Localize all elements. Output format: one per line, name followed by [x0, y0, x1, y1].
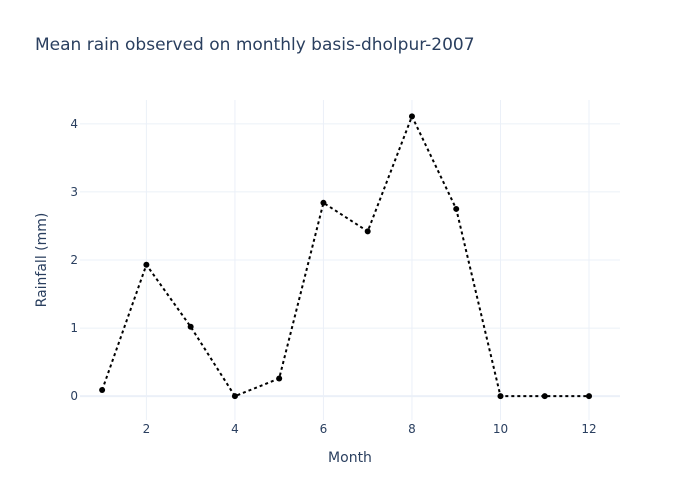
data-point [453, 205, 460, 212]
gridlines [80, 100, 620, 420]
series-line-group [101, 113, 590, 398]
x-tick-label: 8 [408, 422, 416, 436]
x-axis-ticks: 2 4 6 8 10 12 [143, 422, 597, 436]
y-tick-label: 1 [70, 321, 78, 335]
data-point [276, 375, 283, 382]
data-point [408, 113, 415, 120]
data-point [364, 228, 371, 235]
x-tick-label: 2 [143, 422, 151, 436]
y-tick-label: 4 [70, 117, 78, 131]
x-tick-label: 6 [320, 422, 328, 436]
data-point [231, 393, 238, 400]
data-point [143, 261, 150, 268]
data-point [320, 199, 327, 206]
x-axis-title: Month [328, 450, 372, 466]
data-points [99, 113, 593, 400]
chart-title: Mean rain observed on monthly basis-dhol… [35, 35, 475, 55]
y-tick-label: 2 [70, 253, 78, 267]
data-point [586, 393, 593, 400]
x-tick-label: 10 [493, 422, 508, 436]
y-axis-title: Rainfall (mm) [34, 213, 50, 308]
data-point [187, 323, 194, 330]
y-tick-label: 0 [70, 389, 78, 403]
data-point [541, 393, 548, 400]
series-line [101, 113, 590, 398]
data-point [99, 387, 106, 394]
x-tick-label: 12 [581, 422, 596, 436]
data-point [497, 393, 504, 400]
y-axis-ticks: 0 1 2 3 4 [70, 117, 78, 403]
y-tick-label: 3 [70, 185, 78, 199]
x-tick-label: 4 [231, 422, 239, 436]
